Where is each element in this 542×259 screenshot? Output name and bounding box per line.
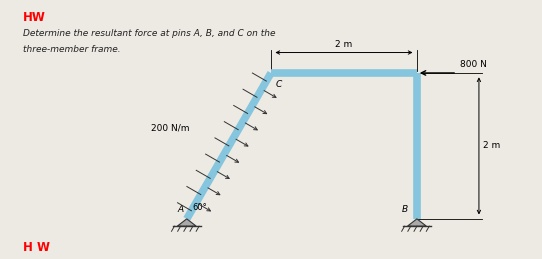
- Text: 2 m: 2 m: [335, 40, 353, 49]
- Text: Determine the resultant force at pins A, B, and C on the: Determine the resultant force at pins A,…: [23, 29, 275, 38]
- Polygon shape: [177, 219, 196, 226]
- Text: three-member frame.: three-member frame.: [23, 45, 120, 54]
- Text: 200 N/m: 200 N/m: [152, 123, 190, 132]
- Text: HW: HW: [23, 11, 46, 24]
- Text: C: C: [276, 80, 282, 89]
- Text: H W: H W: [23, 241, 50, 254]
- Text: 60°: 60°: [192, 203, 208, 212]
- Text: 800 N: 800 N: [460, 60, 487, 69]
- Text: B: B: [402, 205, 408, 214]
- Text: A: A: [178, 205, 184, 214]
- Text: 2 m: 2 m: [483, 141, 501, 150]
- Polygon shape: [408, 219, 427, 226]
